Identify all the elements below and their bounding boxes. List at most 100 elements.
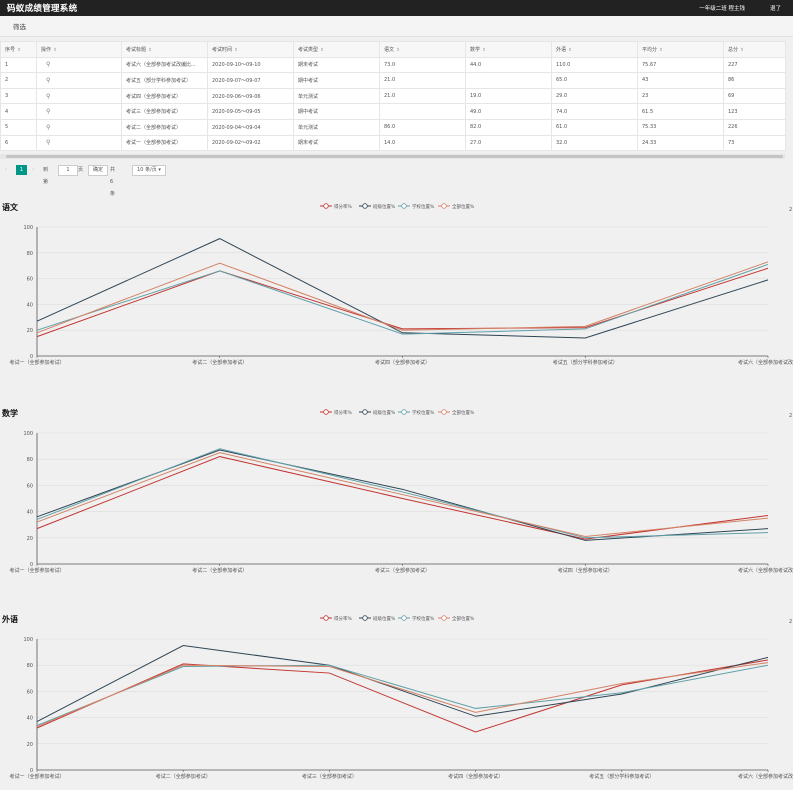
- goto-label: 到第: [43, 167, 49, 185]
- view-action-cell[interactable]: ⚲: [36, 72, 122, 89]
- table-cell: 49.0: [465, 103, 552, 120]
- table-cell: 考试一（全部参加考试）: [121, 134, 208, 152]
- column-header[interactable]: 语文 ⇕: [379, 41, 466, 58]
- search-icon[interactable]: ⚲: [46, 61, 51, 69]
- x-tick-label: 考试六（全部参加考试改编比: [738, 359, 793, 366]
- table-cell: 单元测试: [293, 118, 380, 136]
- legend-item[interactable]: 学校位置%: [398, 409, 435, 416]
- search-icon[interactable]: ⚲: [46, 108, 51, 116]
- table-cell: 29.0: [551, 87, 638, 105]
- filter-button[interactable]: 筛选: [13, 23, 26, 31]
- search-icon[interactable]: ⚲: [46, 139, 51, 147]
- series-line: [36, 452, 769, 537]
- column-header[interactable]: 考试时间 ⇕: [207, 41, 294, 58]
- y-tick-label: 0: [30, 562, 33, 568]
- series-line: [36, 664, 769, 726]
- table-cell: 期中考试: [293, 103, 380, 120]
- sort-icon[interactable]: ⇕: [659, 47, 663, 53]
- column-header[interactable]: 序号 ⇕: [0, 41, 37, 58]
- y-tick-label: 80: [27, 251, 33, 257]
- search-icon[interactable]: ⚲: [46, 92, 51, 100]
- next-page-button[interactable]: ›: [32, 167, 34, 173]
- y-tick-label: 100: [23, 431, 33, 437]
- table-cell: 226: [723, 118, 786, 136]
- column-header[interactable]: 数学 ⇕: [465, 41, 552, 58]
- table-cell: 44.0: [465, 56, 552, 74]
- legend-item[interactable]: 得分率%: [320, 203, 352, 210]
- legend-item[interactable]: 得分率%: [320, 615, 352, 622]
- series-line: [36, 449, 769, 541]
- search-icon[interactable]: ⚲: [46, 123, 51, 131]
- legend-label: 全部位置%: [452, 615, 475, 622]
- user-name[interactable]: 一年级二班 程主钱: [699, 6, 745, 12]
- y-tick-label: 80: [27, 457, 33, 463]
- column-header[interactable]: 操作 ⇕: [36, 41, 122, 58]
- table-cell: [465, 72, 552, 89]
- table-cell: 73: [723, 134, 786, 152]
- sort-icon[interactable]: ⇕: [320, 47, 324, 53]
- math-chart: 得分率% 班级位置% 学校位置% 全部位置% 2020406080100考试一（全部参加…: [9, 409, 793, 574]
- view-action-cell[interactable]: ⚲: [36, 87, 122, 105]
- x-tick-label: 考试一（全部参加考试）: [9, 359, 64, 366]
- chinese-chart-title: 语文: [2, 203, 18, 212]
- legend-item[interactable]: 全部位置%: [438, 409, 475, 416]
- x-tick-label: 考试四（全部参加考试）: [375, 359, 430, 366]
- column-header-label: 考试标题: [126, 46, 147, 53]
- legend-item[interactable]: 班级位置%: [359, 615, 396, 622]
- legend-item[interactable]: 班级位置%: [359, 409, 396, 416]
- legend-item[interactable]: 得分率%: [320, 409, 352, 416]
- column-header[interactable]: 考试标题 ⇕: [121, 41, 208, 58]
- y-tick-label: 20: [27, 536, 33, 542]
- sort-icon[interactable]: ⇕: [568, 47, 572, 53]
- table-cell: 2020-09-04～09-04: [207, 118, 294, 136]
- column-header[interactable]: 总分 ⇕: [723, 41, 786, 58]
- legend-item[interactable]: 全部位置%: [438, 615, 475, 622]
- column-header-label: 数学: [470, 46, 481, 53]
- y-tick-label: 40: [27, 716, 33, 722]
- scrollbar-thumb[interactable]: [6, 155, 783, 158]
- table-cell: 21.0: [379, 87, 466, 105]
- series-line: [36, 456, 769, 540]
- legend-item[interactable]: 班级位置%: [359, 203, 396, 210]
- page-size-value: 10 条/页: [137, 167, 157, 173]
- page-number-current[interactable]: 1: [16, 165, 27, 175]
- view-action-cell[interactable]: ⚲: [36, 56, 122, 74]
- column-header[interactable]: 平均分 ⇕: [637, 41, 724, 58]
- table-cell: 61.0: [551, 118, 638, 136]
- table-cell: 5: [0, 118, 37, 136]
- view-action-cell[interactable]: ⚲: [36, 134, 122, 152]
- sort-icon[interactable]: ⇕: [17, 47, 21, 53]
- view-action-cell[interactable]: ⚲: [36, 103, 122, 120]
- english-chart: 得分率% 班级位置% 学校位置% 全部位置% 2020406080100考试一（全部参加…: [9, 615, 793, 780]
- sort-icon[interactable]: ⇕: [396, 47, 400, 53]
- view-action-cell[interactable]: ⚲: [36, 118, 122, 136]
- x-tick-label: 考试五（部分学科参加考试）: [589, 773, 654, 780]
- sort-icon[interactable]: ⇕: [53, 47, 57, 53]
- english-chart-title: 外语: [2, 615, 18, 624]
- legend-item[interactable]: 学校位置%: [398, 203, 435, 210]
- page-size-select[interactable]: 10 条/页 ▾: [132, 165, 166, 176]
- column-header[interactable]: 外语 ⇕: [551, 41, 638, 58]
- table-cell: 考试三（全部参加考试）: [121, 103, 208, 120]
- y-tick-label: 60: [27, 483, 33, 489]
- legend-item[interactable]: 全部位置%: [438, 203, 475, 210]
- legend-item[interactable]: 学校位置%: [398, 615, 435, 622]
- table-cell: 3: [0, 87, 37, 105]
- filter-bar: 筛选: [0, 16, 793, 37]
- sort-icon[interactable]: ⇕: [148, 47, 152, 53]
- legend-label: 学校位置%: [412, 409, 435, 416]
- prev-page-button[interactable]: ‹: [5, 167, 7, 173]
- table-row: 1 ⚲ 考试六（全部参加考试改编比... 2020-09-10～09-10 期末考试 73…: [0, 56, 786, 74]
- search-icon[interactable]: ⚲: [46, 76, 51, 84]
- goto-confirm-button[interactable]: 确定: [88, 165, 108, 176]
- column-header[interactable]: 考试类型 ⇕: [293, 41, 380, 58]
- sort-icon[interactable]: ⇕: [740, 47, 744, 53]
- logout-link[interactable]: 退了: [769, 6, 781, 12]
- legend-label: 得分率%: [334, 409, 352, 416]
- series-line: [36, 662, 769, 728]
- series-line: [36, 659, 769, 733]
- horizontal-scrollbar[interactable]: [0, 154, 785, 159]
- sort-icon[interactable]: ⇕: [234, 47, 238, 53]
- goto-page-input[interactable]: 1: [58, 165, 78, 176]
- sort-icon[interactable]: ⇕: [482, 47, 486, 53]
